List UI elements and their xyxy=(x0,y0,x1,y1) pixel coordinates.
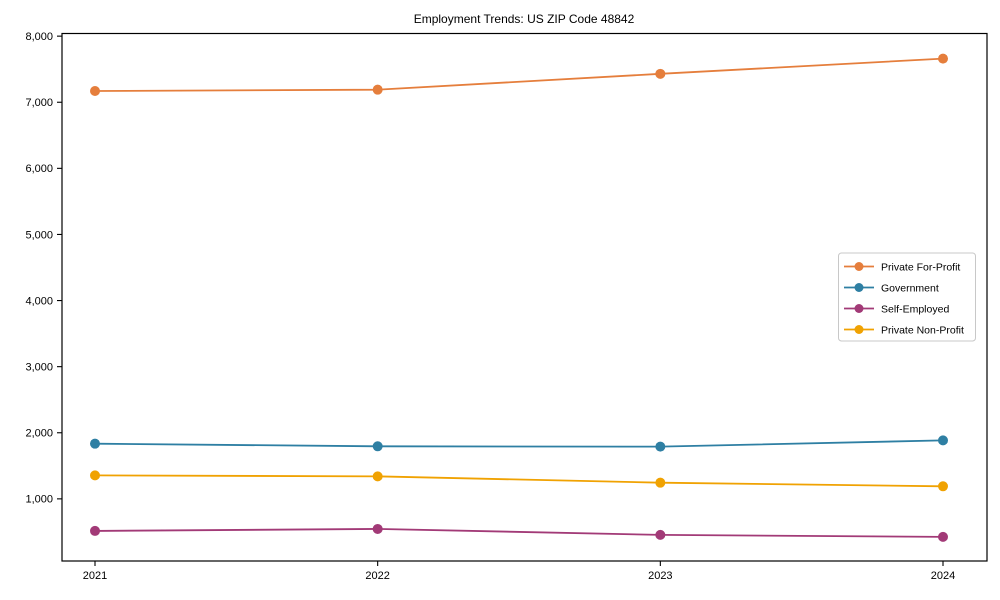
data-point-self-employed-2022 xyxy=(372,523,383,534)
x-tick-label: 2023 xyxy=(648,570,672,582)
data-point-self-employed-2021 xyxy=(90,525,100,536)
y-tick-label: 7,000 xyxy=(25,97,53,109)
data-point-private-non-profit-2022 xyxy=(372,471,383,482)
legend-label: Private For-Profit xyxy=(881,261,960,273)
data-point-private-for-profit-2022 xyxy=(372,84,383,95)
legend-item-private-for-profit: Private For-Profit xyxy=(844,261,960,273)
series-private-for-profit xyxy=(90,53,948,97)
data-point-government-2022 xyxy=(372,441,383,452)
data-point-private-for-profit-2021 xyxy=(90,86,100,97)
data-point-self-employed-2023 xyxy=(655,529,666,540)
data-point-private-non-profit-2023 xyxy=(655,477,666,488)
x-axis: 2021 2022 2023 2024 xyxy=(83,561,955,582)
y-tick-label: 8,000 xyxy=(25,31,53,43)
series-line-private-for-profit xyxy=(94,57,944,92)
plot-area: 1,000 2,000 3,000 4,000 5,000 6,000 7,000 8,000… xyxy=(25,31,988,582)
chart-title: Employment Trends: US ZIP Code 48842 xyxy=(414,12,635,26)
legend-marker xyxy=(854,262,864,271)
y-tick-label: 5,000 xyxy=(25,229,53,241)
data-point-government-2021 xyxy=(90,438,100,449)
x-tick-label: 2024 xyxy=(931,570,955,582)
legend-item-government: Government xyxy=(844,282,939,294)
x-tick-label: 2022 xyxy=(365,570,389,582)
series-private-non-profit xyxy=(90,470,948,492)
x-tick-label: 2021 xyxy=(83,570,107,582)
legend-box xyxy=(838,252,976,342)
data-point-private-for-profit-2024 xyxy=(938,53,948,64)
legend-item-self-employed: Self-Employed xyxy=(844,303,949,315)
series-line-private-non-profit xyxy=(94,474,944,488)
data-point-government-2024 xyxy=(938,435,948,446)
y-tick-label: 4,000 xyxy=(25,295,53,307)
legend-marker xyxy=(854,325,864,334)
y-tick-label: 6,000 xyxy=(25,163,53,175)
legend-label: Self-Employed xyxy=(881,303,949,315)
y-tick-label: 3,000 xyxy=(25,361,53,373)
series-line-government xyxy=(94,439,944,448)
y-tick-label: 1,000 xyxy=(25,494,53,506)
legend: Private For-Profit Government Self-Employe… xyxy=(838,252,976,342)
series-government xyxy=(90,435,948,452)
legend-label: Government xyxy=(881,282,939,294)
data-point-self-employed-2024 xyxy=(938,531,948,542)
legend-marker xyxy=(854,283,864,292)
legend-label: Private Non-Profit xyxy=(881,324,964,336)
data-point-government-2023 xyxy=(655,441,666,452)
y-tick-label: 2,000 xyxy=(25,428,53,440)
series-line-self-employed xyxy=(94,528,944,538)
data-point-private-for-profit-2023 xyxy=(655,68,666,79)
axes-spines xyxy=(61,32,988,562)
legend-item-private-non-profit: Private Non-Profit xyxy=(844,324,964,336)
series-self-employed xyxy=(90,523,948,542)
y-axis: 1,000 2,000 3,000 4,000 5,000 6,000 7,000 8,000 xyxy=(25,31,62,506)
data-point-private-non-profit-2024 xyxy=(938,481,948,492)
data-point-private-non-profit-2021 xyxy=(90,470,100,481)
legend-marker xyxy=(854,304,864,313)
